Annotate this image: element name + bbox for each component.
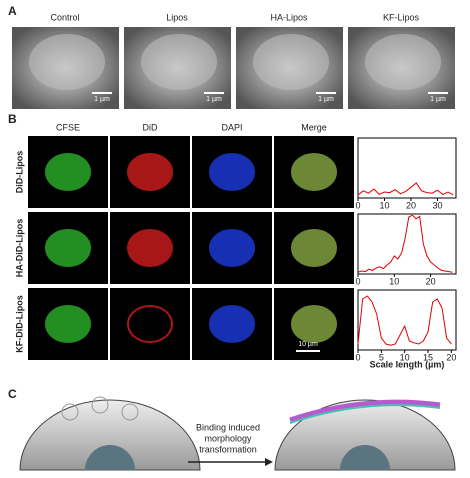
arrow-caption: transformation [199, 444, 257, 454]
cell-signal [209, 229, 255, 267]
cell-signal [45, 153, 91, 191]
row-label: HA-DiD-Lipos [14, 219, 24, 278]
panel-label: C [8, 387, 17, 401]
panel-label: A [8, 4, 17, 18]
cell-signal [291, 305, 337, 343]
x-axis-label: Scale length (µm) [370, 359, 445, 369]
column-header: CFSE [56, 122, 80, 132]
cell-signal [45, 305, 91, 343]
panel-label: B [8, 112, 17, 126]
scale-bar [92, 92, 112, 94]
image-title: KF-Lipos [383, 12, 420, 22]
x-tick-label: 10 [389, 276, 399, 286]
cell-signal [127, 305, 173, 343]
profile-line [357, 295, 452, 346]
micrograph [110, 288, 190, 360]
x-tick-label: 10 [400, 352, 410, 362]
x-tick-label: 30 [432, 200, 442, 210]
column-header: DiD [143, 122, 158, 132]
cell-signal [127, 229, 173, 267]
scale-bar [204, 92, 224, 94]
cell [253, 34, 329, 90]
x-tick-label: 20 [446, 352, 456, 362]
scale-bar-label: 1 µm [318, 96, 334, 103]
scale-bar [296, 350, 320, 352]
profile-line [357, 182, 454, 196]
plot-frame [357, 137, 457, 199]
cell-signal [291, 153, 337, 191]
x-tick-label: 0 [355, 200, 360, 210]
x-tick-label: 5 [379, 352, 384, 362]
scale-bar-label: 1 µm [206, 96, 222, 103]
column-header: DAPI [221, 122, 242, 132]
row-label: DiD-Lipos [14, 151, 24, 194]
column-header: Merge [301, 122, 327, 132]
x-tick-label: 20 [406, 200, 416, 210]
x-tick-label: 0 [355, 352, 360, 362]
plot-frame [357, 289, 457, 351]
image-title: Lipos [166, 12, 188, 22]
cell [141, 34, 217, 90]
image-title: Control [50, 12, 79, 22]
plot-frame [357, 213, 457, 275]
cell-signal [127, 153, 173, 191]
cell-signal [209, 305, 255, 343]
x-tick-label: 0 [355, 276, 360, 286]
row-label: KF-DiD-Lipos [14, 295, 24, 353]
scale-bar-label: 10 µm [298, 341, 318, 348]
scale-bar-label: 1 µm [94, 96, 110, 103]
scale-bar [428, 92, 448, 94]
image-title: HA-Lipos [270, 12, 308, 22]
scale-bar-label: 1 µm [430, 96, 446, 103]
cell-signal [45, 229, 91, 267]
scale-bar [316, 92, 336, 94]
profile-line [357, 214, 453, 273]
arrow-caption: morphology [204, 433, 252, 443]
cell-signal [291, 229, 337, 267]
x-tick-label: 10 [379, 200, 389, 210]
cell [29, 34, 105, 90]
arrow-caption: Binding induced [196, 422, 260, 432]
schematic [19, 396, 456, 471]
cell-signal [209, 153, 255, 191]
cell [365, 34, 441, 90]
x-tick-label: 15 [423, 352, 433, 362]
x-tick-label: 20 [426, 276, 436, 286]
